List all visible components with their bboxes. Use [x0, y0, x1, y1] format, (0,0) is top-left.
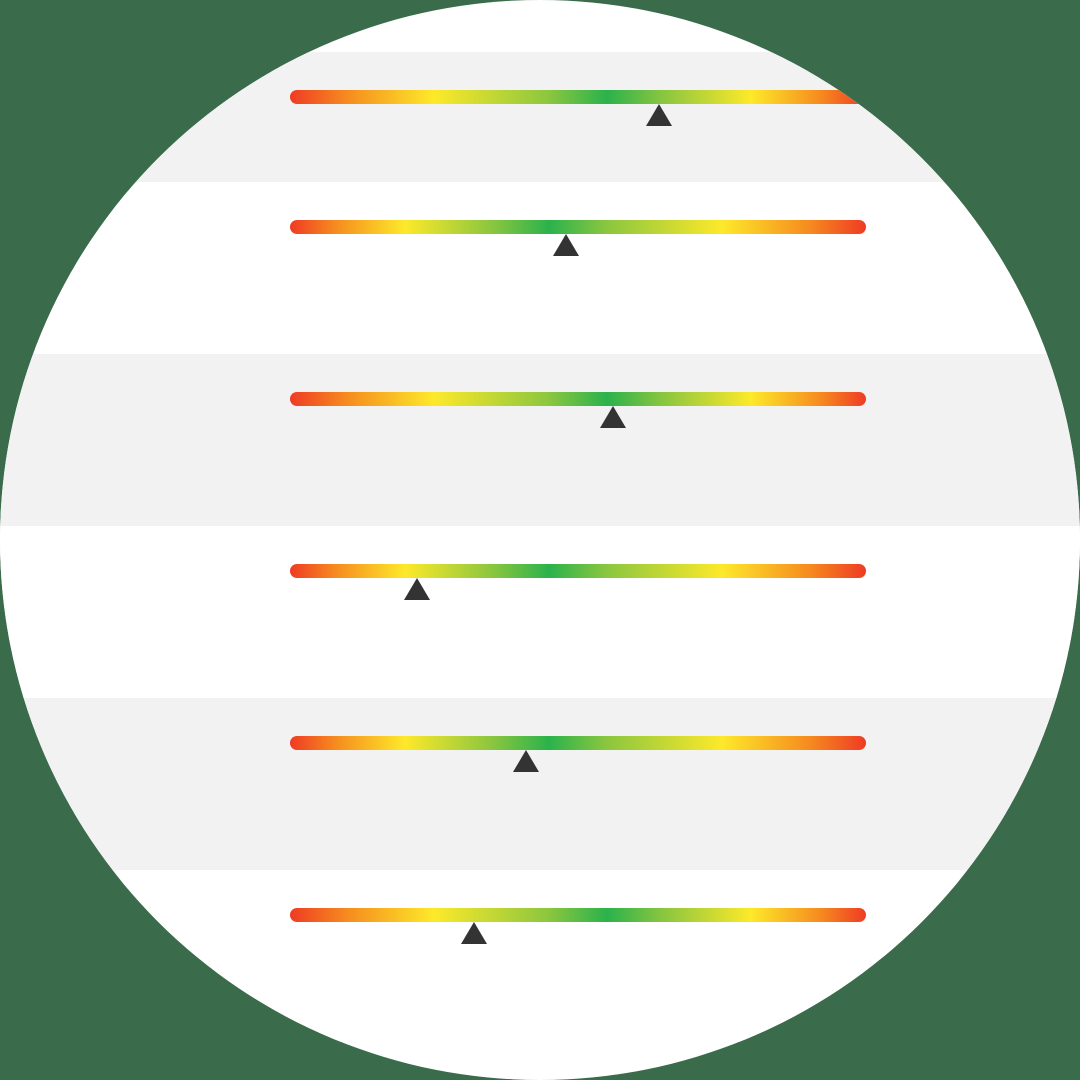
- gauge-wrapper: [290, 90, 866, 104]
- gauge-row: [0, 182, 1080, 354]
- gauge-bar: [290, 90, 866, 104]
- gauge-bar: [290, 908, 866, 922]
- gauge-row: [0, 526, 1080, 698]
- gauge-rows-container: [0, 0, 1080, 1080]
- circle-viewport: [0, 0, 1080, 1080]
- gauge-wrapper: [290, 908, 866, 922]
- gauge-marker-icon: [404, 578, 430, 600]
- gauge-bar: [290, 220, 866, 234]
- gauge-wrapper: [290, 736, 866, 750]
- gauge-wrapper: [290, 564, 866, 578]
- gauge-bar: [290, 564, 866, 578]
- gauge-marker-icon: [461, 922, 487, 944]
- gauge-wrapper: [290, 220, 866, 234]
- gauge-marker-icon: [600, 406, 626, 428]
- gauge-row: [0, 870, 1080, 1042]
- gauge-marker-icon: [646, 104, 672, 126]
- gauge-bar: [290, 392, 866, 406]
- gauge-row: [0, 52, 1080, 182]
- gauge-row: [0, 698, 1080, 870]
- gauge-marker-icon: [513, 750, 539, 772]
- gauge-wrapper: [290, 392, 866, 406]
- gauge-row: [0, 354, 1080, 526]
- gauge-marker-icon: [553, 234, 579, 256]
- gauge-bar: [290, 736, 866, 750]
